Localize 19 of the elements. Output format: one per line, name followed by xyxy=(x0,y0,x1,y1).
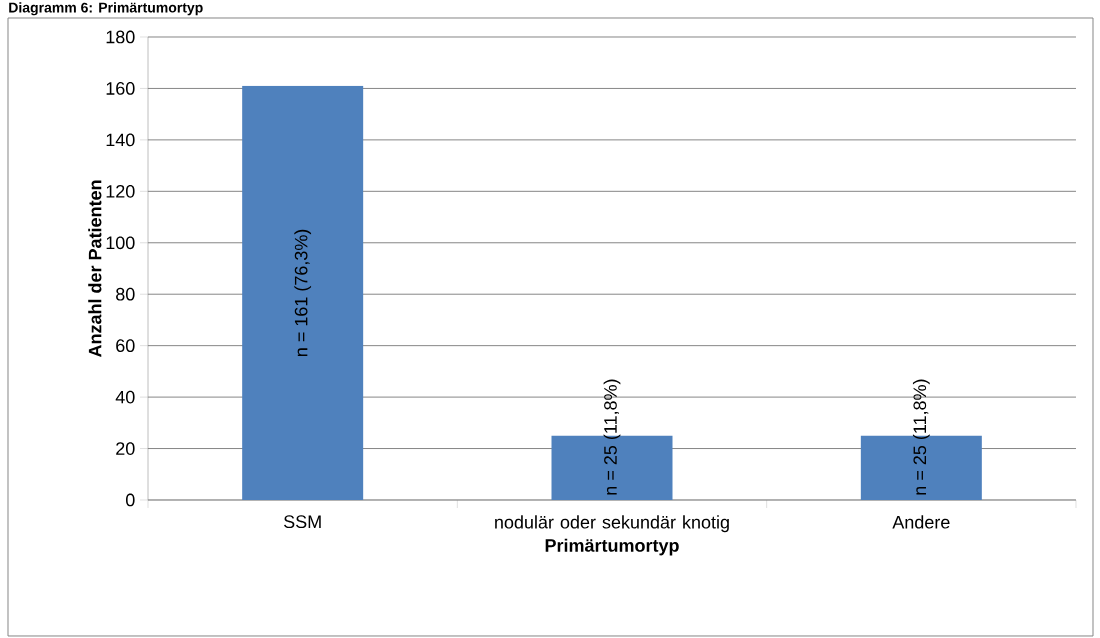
y-tick-label: 60 xyxy=(116,339,135,353)
y-tick-label: 140 xyxy=(106,133,135,147)
y-tick-label: 100 xyxy=(106,236,135,250)
x-tick-label: SSM xyxy=(283,515,321,529)
x-axis-title: Primärtumortyp xyxy=(545,538,679,556)
data-label: n = 25 (11,8%) xyxy=(912,379,930,495)
y-tick-label: 180 xyxy=(106,30,135,44)
y-tick-label: 160 xyxy=(106,82,135,95)
data-label: n = 25 (11,8%) xyxy=(603,379,621,495)
chart-title: Diagramm 6: Primärtumortyp xyxy=(9,2,203,16)
y-tick-label: 120 xyxy=(106,184,135,198)
data-label: n = 161 (76,3%) xyxy=(294,229,312,357)
y-tick-label: 20 xyxy=(116,442,135,455)
y-tick-label: 0 xyxy=(126,493,135,507)
x-tick-label: nodulär oder sekundär knotig xyxy=(495,515,729,533)
y-tick-label: 40 xyxy=(115,390,135,404)
y-axis-title: Anzahl der Patienten xyxy=(88,180,102,358)
y-tick-label: 80 xyxy=(116,287,135,301)
x-tick-label: Andere xyxy=(892,515,950,529)
